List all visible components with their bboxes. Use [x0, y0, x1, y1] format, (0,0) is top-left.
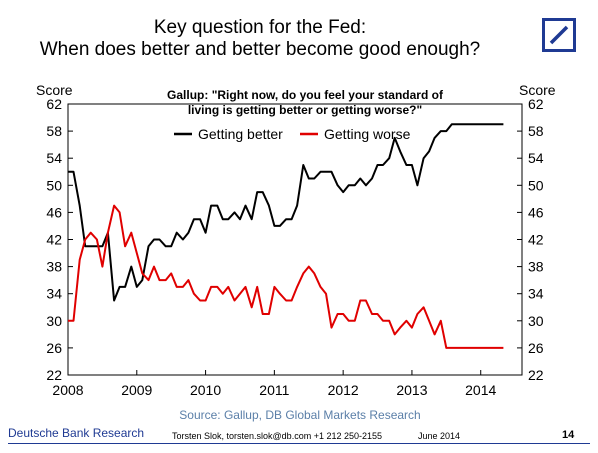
y-tick-label-right: 46	[528, 204, 544, 220]
y-tick-label-left: 62	[46, 96, 62, 112]
deutsche-bank-logo-icon	[542, 18, 576, 52]
source-note: Source: Gallup, DB Global Markets Resear…	[179, 408, 420, 422]
footer-date: June 2014	[418, 431, 461, 441]
y-tick-label-left: 42	[46, 232, 62, 248]
page-title: Key question for the Fed:	[153, 17, 367, 38]
y-axis-label-left: Score	[36, 82, 73, 98]
y-tick-label-right: 62	[528, 96, 544, 112]
y-tick-label-left: 34	[46, 286, 62, 302]
y-tick-label-right: 58	[528, 123, 544, 139]
page-subtitle: When does better and better become good …	[39, 39, 481, 60]
footer-contact: Torsten Slok, torsten.slok@db.com +1 212…	[172, 431, 383, 441]
y-axis-label-right: Score	[519, 82, 556, 98]
y-tick-label-right: 22	[528, 367, 544, 383]
y-tick-label-right: 54	[528, 150, 544, 166]
page-number: 14	[562, 429, 575, 441]
plot-frame	[67, 103, 523, 376]
chart-question-line2: living is getting better or getting wors…	[188, 103, 422, 117]
y-tick-label-left: 50	[46, 177, 62, 193]
x-tick-label: 2009	[121, 382, 152, 398]
y-tick-label-right: 50	[528, 177, 544, 193]
legend-label: Getting better	[198, 126, 283, 142]
chart-question-line1: Gallup: "Right now, do you feel your sta…	[167, 88, 444, 102]
y-tick-label-right: 42	[528, 232, 544, 248]
footer-divider	[8, 443, 590, 444]
y-tick-label-left: 38	[46, 259, 62, 275]
x-tick-label: 2010	[190, 382, 221, 398]
x-tick-label: 2013	[396, 382, 427, 398]
legend-label: Getting worse	[324, 126, 411, 142]
y-tick-label-left: 22	[46, 367, 62, 383]
x-tick-label: 2014	[465, 382, 496, 398]
y-tick-label-left: 58	[46, 123, 62, 139]
y-tick-label-left: 30	[46, 313, 62, 329]
x-tick-label: 2008	[52, 382, 83, 398]
y-tick-label-left: 26	[46, 340, 62, 356]
y-tick-label-left: 54	[46, 150, 62, 166]
y-tick-label-right: 26	[528, 340, 544, 356]
y-tick-label-left: 46	[46, 204, 62, 220]
x-tick-label: 2011	[259, 382, 289, 398]
series-line-getting-better	[68, 123, 504, 302]
footer-brand: Deutsche Bank Research	[8, 426, 145, 440]
y-tick-label-right: 30	[528, 313, 544, 329]
y-tick-label-right: 38	[528, 259, 544, 275]
y-tick-label-right: 34	[528, 286, 544, 302]
series-line-getting-worse	[68, 204, 504, 349]
x-tick-label: 2012	[328, 382, 359, 398]
